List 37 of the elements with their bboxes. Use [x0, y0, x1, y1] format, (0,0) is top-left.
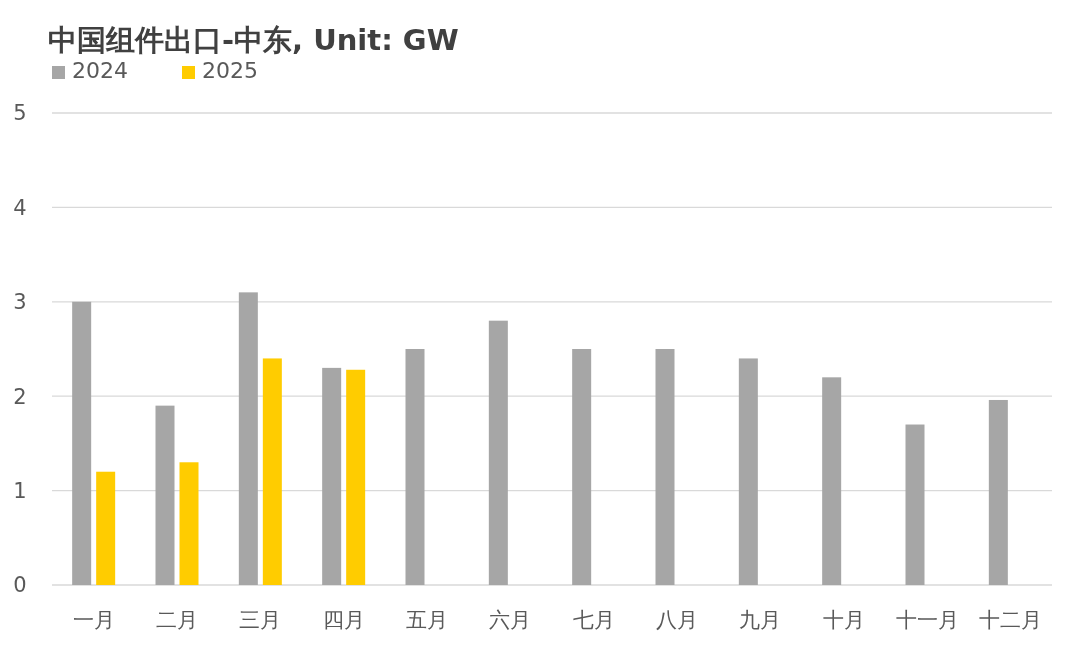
y-tick-label: 1: [13, 478, 27, 503]
x-tick-label: 六月: [489, 608, 532, 632]
bar: [572, 349, 592, 585]
bar: [322, 367, 342, 585]
bar: [822, 377, 842, 585]
bar: [72, 301, 92, 585]
x-tick-label: 十一月: [895, 608, 959, 632]
bar: [488, 320, 508, 585]
x-tick-label: 七月: [572, 608, 615, 632]
chart-title: 中国组件出口-中东, Unit: GW: [48, 23, 459, 57]
y-tick-label: 5: [13, 101, 27, 126]
legend-label: 2025: [202, 58, 258, 83]
y-tick-label: 3: [13, 290, 27, 315]
y-tick-label: 4: [13, 195, 27, 220]
bar: [655, 349, 675, 585]
bar: [405, 349, 425, 585]
x-tick-label: 八月: [656, 608, 698, 632]
x-tick-label: 十月: [822, 608, 865, 632]
x-tick-label: 五月: [406, 608, 448, 632]
y-tick-label: 2: [13, 384, 27, 409]
bar: [738, 358, 758, 585]
bar: [96, 471, 116, 585]
x-tick-label: 四月: [322, 608, 365, 632]
bar: [262, 358, 282, 585]
bar: [988, 399, 1008, 585]
bar: [155, 405, 175, 585]
x-tick-label: 九月: [739, 608, 782, 632]
x-tick-label: 二月: [156, 608, 198, 632]
x-tick-label: 三月: [239, 608, 282, 632]
bar: [179, 462, 199, 585]
bar: [346, 369, 366, 585]
x-tick-label: 一月: [72, 608, 115, 632]
bar: [238, 292, 258, 585]
y-tick-label: 0: [13, 573, 27, 598]
x-tick-label: 十二月: [978, 608, 1042, 632]
bar: [905, 424, 925, 585]
legend-label: 2024: [72, 58, 128, 83]
